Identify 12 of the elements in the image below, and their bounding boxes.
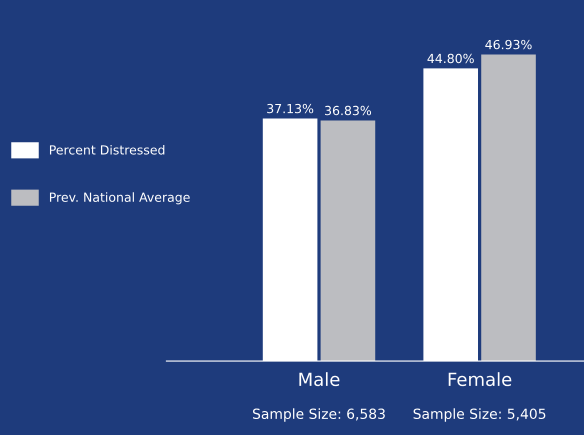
text: Sample Size: 5,405 [414,408,546,422]
text: Sample Size: 6,583 [252,408,385,422]
legend-label: Prev. National Average [50,192,190,204]
bar [481,54,536,362]
legend-label: Percent Distressed [50,144,164,155]
data-label: 36.83% [325,106,372,116]
data-label: 37.13% [267,104,314,114]
x-tick-label: Female [448,372,512,386]
x-tick-label: Male [299,372,340,386]
data-label: 46.93% [485,40,532,50]
bar [320,120,376,362]
data-label: 44.80% [427,54,474,64]
